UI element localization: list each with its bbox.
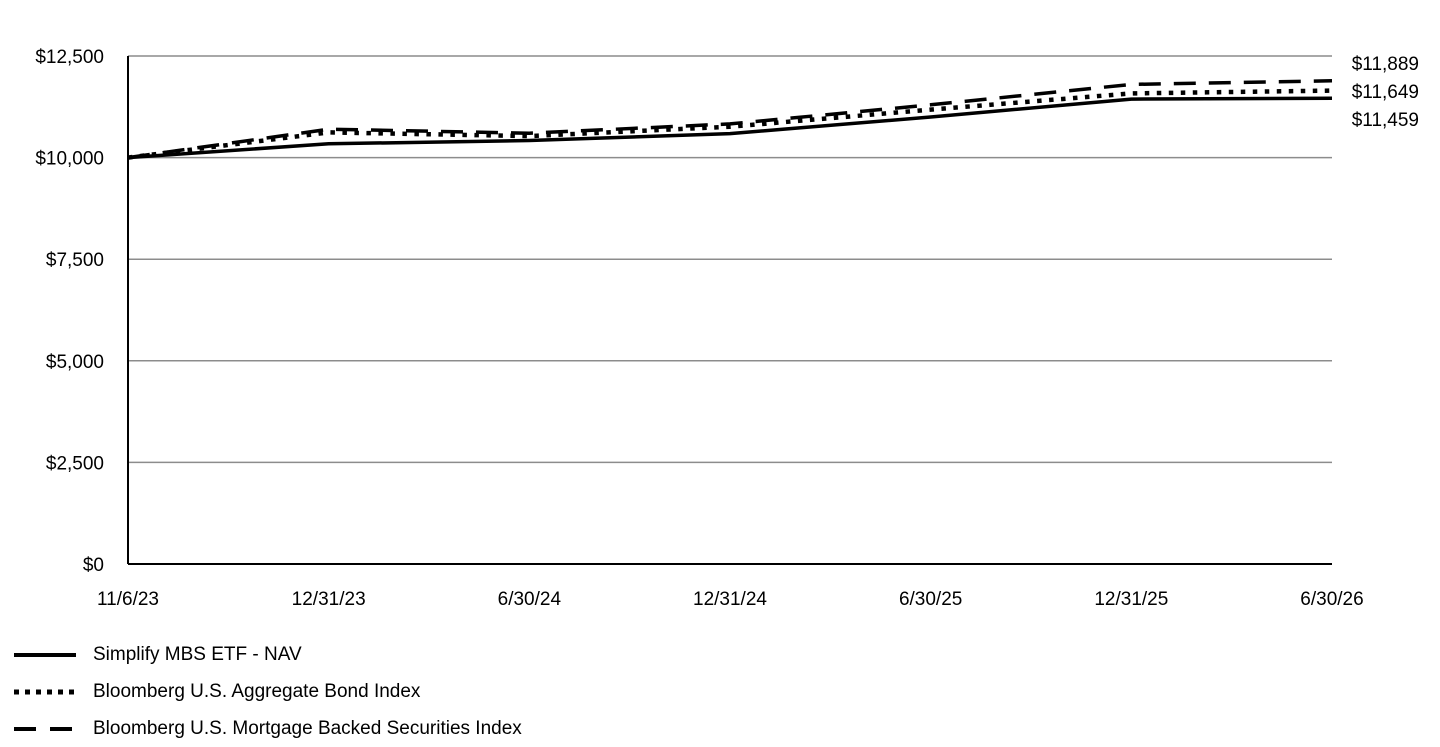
gridlines bbox=[128, 55, 1332, 464]
series-line-dashed bbox=[127, 79, 1333, 160]
legend-item-mbs: Bloomberg U.S. Mortgage Backed Securitie… bbox=[14, 710, 522, 747]
x-tick-label: 12/31/25 bbox=[1094, 589, 1168, 610]
end-value-label: $11,889 bbox=[1352, 54, 1419, 75]
legend-swatch-dotted bbox=[14, 689, 76, 694]
legend-swatch-solid bbox=[14, 652, 76, 657]
y-tick-label: $10,000 bbox=[35, 149, 104, 170]
x-tick-label: 11/6/23 bbox=[97, 589, 159, 610]
x-tick-label: 6/30/25 bbox=[899, 589, 962, 610]
end-value-labels: $11,459 $11,649 $11,889 bbox=[1352, 54, 1419, 131]
y-tick-label: $5,000 bbox=[46, 352, 104, 373]
legend-item-nav: Simplify MBS ETF - NAV bbox=[14, 636, 522, 673]
series-line-solid bbox=[127, 96, 1333, 160]
legend-label: Simplify MBS ETF - NAV bbox=[93, 643, 302, 665]
y-tick-label: $12,500 bbox=[35, 47, 104, 68]
axes bbox=[127, 56, 1332, 565]
x-tick-label: 12/31/24 bbox=[693, 589, 767, 610]
x-tick-label: 6/30/26 bbox=[1300, 589, 1363, 610]
legend-swatch-dashed bbox=[14, 726, 76, 731]
x-axis-ticks: 11/6/23 12/31/23 6/30/24 12/31/24 6/30/25 12/… bbox=[97, 589, 1364, 610]
y-tick-label: $7,500 bbox=[46, 250, 104, 271]
y-axis-ticks: $0 $2,500 $5,000 $7,500 $10,000 $12,500 bbox=[35, 47, 104, 576]
y-tick-label: $0 bbox=[83, 555, 104, 576]
end-value-label: $11,459 bbox=[1352, 110, 1419, 131]
legend-label: Bloomberg U.S. Mortgage Backed Securitie… bbox=[93, 717, 522, 739]
x-tick-label: 6/30/24 bbox=[498, 589, 562, 610]
end-value-label: $11,649 bbox=[1352, 82, 1419, 103]
legend-item-aggregate: Bloomberg U.S. Aggregate Bond Index bbox=[14, 673, 522, 710]
legend: Simplify MBS ETF - NAV Bloomberg U.S. Ag… bbox=[14, 636, 522, 747]
x-tick-label: 12/31/23 bbox=[292, 589, 366, 610]
y-tick-label: $2,500 bbox=[46, 453, 104, 474]
legend-label: Bloomberg U.S. Aggregate Bond Index bbox=[93, 680, 421, 702]
line-chart: $0 $2,500 $5,000 $7,500 $10,000 $12,500 11/6/… bbox=[35, 47, 1419, 610]
series-lines bbox=[127, 79, 1333, 160]
series-line-dotted bbox=[127, 88, 1333, 160]
